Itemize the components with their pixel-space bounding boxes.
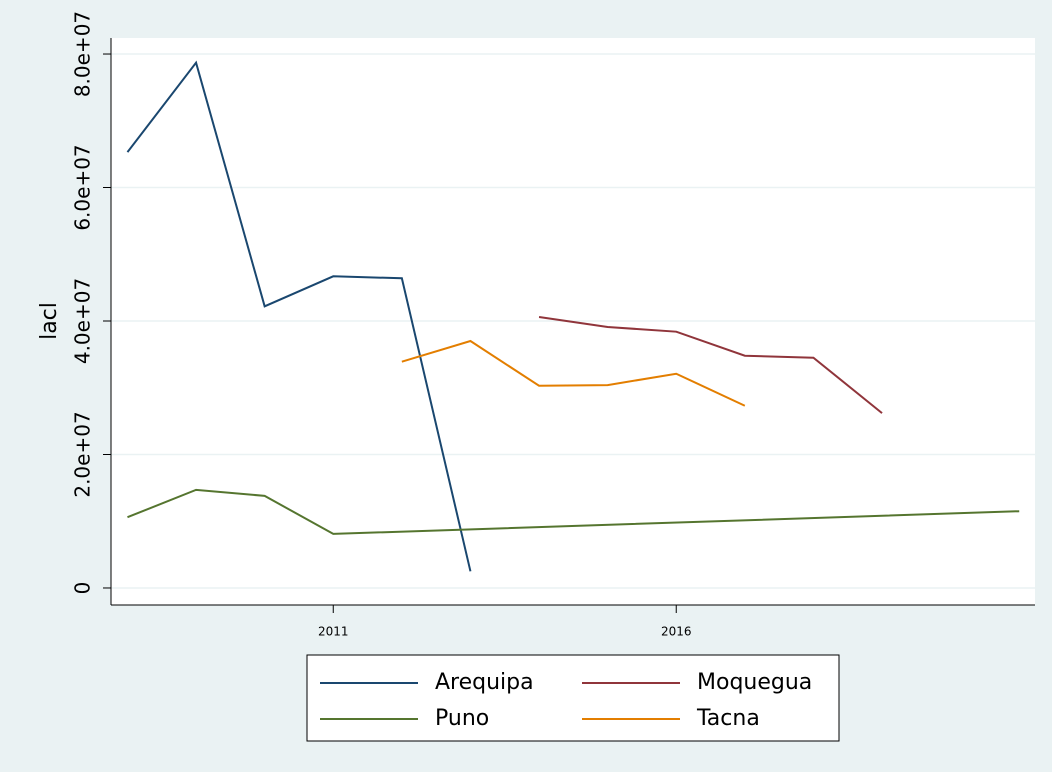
y-axis-label: lacl — [37, 302, 62, 340]
series-line — [127, 488, 1020, 535]
legend-label: Moquegua — [697, 670, 812, 695]
y-tick-label: 6.0e+07 — [71, 144, 95, 230]
x-tick-label: 2011 — [318, 625, 349, 639]
legend-label: Tacna — [696, 706, 760, 731]
series-line — [126, 60, 472, 572]
series-line — [401, 339, 746, 407]
legend — [306, 654, 840, 742]
y-tick-label: 0 — [71, 582, 95, 595]
y-tick-label: 4.0e+07 — [71, 278, 95, 364]
legend-label: Puno — [435, 706, 489, 731]
x-tick-label: 2016 — [661, 625, 692, 639]
legend-label: Arequipa — [435, 670, 534, 695]
y-tick-label: 2.0e+07 — [71, 411, 95, 497]
series-line — [538, 316, 883, 414]
y-tick-label: 8.0e+07 — [71, 11, 95, 97]
